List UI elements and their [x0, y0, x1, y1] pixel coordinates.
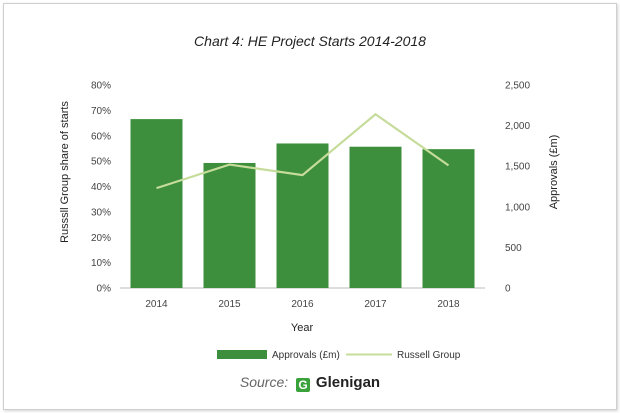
x-axis-ticks: 2014 2015 2016 2017 2018 — [145, 299, 460, 310]
legend-line-label: Russell Group — [397, 350, 461, 361]
bar-series — [130, 119, 475, 288]
bar-2018 — [422, 149, 475, 288]
left-tick-label: 30% — [91, 207, 111, 218]
left-tick-label: 50% — [91, 157, 111, 168]
legend: Approvals (£m) Russell Group — [217, 350, 461, 361]
left-tick-label: 0% — [97, 284, 112, 295]
right-tick-label: 2,500 — [505, 81, 530, 92]
left-axis-ticks: 0% 10% 20% 30% 40% 50% 60% 70% 80% — [91, 81, 111, 295]
bar-2015 — [203, 162, 256, 288]
legend-bar-swatch — [217, 350, 267, 359]
x-tick-label: 2018 — [437, 299, 460, 310]
source-attribution: Source: G Glenigan — [0, 374, 620, 392]
left-tick-label: 20% — [91, 233, 111, 244]
chart-title: Chart 4: HE Project Starts 2014-2018 — [194, 33, 426, 49]
bar-2016 — [276, 143, 329, 288]
right-tick-label: 1,500 — [505, 162, 530, 173]
line-series-group — [156, 112, 450, 190]
russell-group-line — [156, 112, 450, 190]
x-axis-label: Year — [291, 322, 314, 334]
left-tick-label: 60% — [91, 131, 111, 142]
left-tick-label: 70% — [91, 106, 111, 117]
right-tick-label: 1,000 — [505, 202, 530, 213]
bar-2014 — [130, 119, 183, 288]
left-tick-label: 40% — [91, 182, 111, 193]
x-tick-label: 2015 — [218, 299, 241, 310]
left-tick-label: 10% — [91, 258, 111, 269]
right-tick-label: 2,000 — [505, 121, 530, 132]
x-tick-label: 2014 — [145, 299, 168, 310]
x-tick-label: 2016 — [291, 299, 314, 310]
bar-2017 — [349, 146, 402, 288]
left-axis-label: Russsll Group share of starts — [59, 101, 71, 243]
x-tick-label: 2017 — [364, 299, 387, 310]
legend-bar-label: Approvals (£m) — [272, 350, 340, 361]
right-axis-ticks: 0 500 1,000 1,500 2,000 2,500 — [505, 81, 530, 295]
right-tick-label: 0 — [505, 284, 511, 295]
glenigan-logo-icon: G — [296, 378, 311, 392]
right-tick-label: 500 — [505, 243, 522, 254]
source-label: Source: — [239, 374, 289, 390]
right-axis-label: Approvals (£m) — [548, 135, 560, 210]
source-logo-text: Glenigan — [315, 374, 381, 391]
left-tick-label: 80% — [91, 81, 111, 92]
